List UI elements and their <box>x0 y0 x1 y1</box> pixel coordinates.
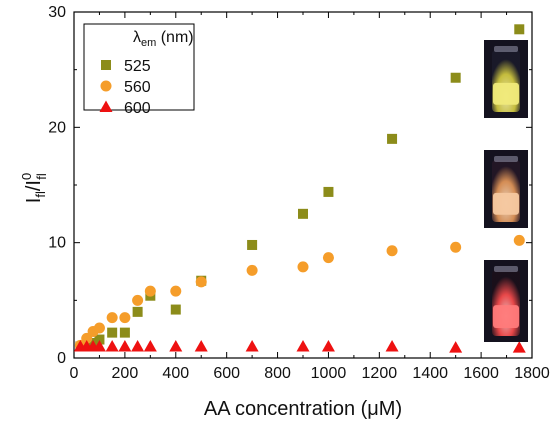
point-square <box>450 72 461 83</box>
point-square <box>387 133 398 144</box>
legend-label: 600 <box>124 100 151 117</box>
data-markers <box>73 24 526 353</box>
point-square <box>323 186 334 197</box>
point-triangle <box>118 339 132 352</box>
series-600 <box>73 339 526 353</box>
x-tick-label: 1800 <box>514 365 550 382</box>
point-square <box>132 306 143 317</box>
x-tick-label: 800 <box>264 365 291 382</box>
orange-vial-photo <box>484 150 528 228</box>
point-circle <box>93 322 105 334</box>
point-triangle <box>105 339 119 352</box>
point-square <box>119 327 130 338</box>
vial-liquid <box>493 305 519 329</box>
point-circle <box>144 285 156 297</box>
yellow-vial-photo <box>484 40 528 118</box>
x-tick-label: 200 <box>112 365 139 382</box>
point-triangle <box>512 341 526 353</box>
vial-rim <box>494 156 518 162</box>
y-tick-label: 30 <box>48 4 66 21</box>
point-square <box>247 239 258 250</box>
point-circle <box>170 285 182 297</box>
y-axis-title: Ifl/I0fl <box>19 173 49 203</box>
point-circle <box>119 312 131 324</box>
legend-label: 525 <box>124 58 151 75</box>
legend-marker-square <box>101 60 111 70</box>
red-vial-photo <box>484 260 528 342</box>
legend-marker-triangle <box>99 100 113 112</box>
legend: λem (nm) 525 560 600 <box>83 23 195 117</box>
point-circle <box>297 261 309 273</box>
point-circle <box>246 264 258 276</box>
y-tick-label: 0 <box>57 350 66 367</box>
point-square <box>170 304 181 315</box>
point-triangle <box>194 339 208 352</box>
point-triangle <box>131 339 145 352</box>
x-tick-label: 600 <box>213 365 240 382</box>
inset-photos <box>484 40 528 342</box>
point-square <box>514 24 525 35</box>
vial-liquid <box>493 82 519 105</box>
point-triangle <box>321 339 335 352</box>
point-square <box>298 208 308 219</box>
x-tick-label: 1200 <box>362 365 398 382</box>
legend-label: 560 <box>124 79 151 96</box>
point-triangle <box>245 339 259 352</box>
x-tick-label: 0 <box>70 365 79 382</box>
x-tick-label: 1600 <box>463 365 499 382</box>
point-circle <box>386 245 398 257</box>
vial-liquid <box>493 192 519 215</box>
legend-marker-circle <box>100 80 112 92</box>
point-triangle <box>143 339 157 352</box>
point-circle <box>81 332 93 344</box>
point-triangle <box>385 339 399 352</box>
point-square <box>107 327 118 338</box>
y-tick-label: 10 <box>48 235 66 252</box>
point-circle <box>195 276 207 288</box>
point-circle <box>132 294 144 306</box>
x-tick-label: 400 <box>162 365 189 382</box>
point-triangle <box>92 339 106 352</box>
point-circle <box>322 252 334 264</box>
point-triangle <box>296 339 310 352</box>
point-square <box>94 334 105 345</box>
vial-rim <box>494 266 518 272</box>
legend-entries: 525 560 600 <box>99 58 151 117</box>
series-560 <box>74 234 525 351</box>
point-circle <box>450 241 462 253</box>
point-circle <box>513 234 525 246</box>
point-triangle <box>449 341 463 353</box>
legend-title: λem (nm) <box>133 29 194 49</box>
vial-rim <box>494 46 518 52</box>
x-tick-label: 1000 <box>311 365 347 382</box>
x-tick-label: 1400 <box>412 365 448 382</box>
x-axis-title: AA concentration (μM) <box>204 398 402 420</box>
axis-ticks: 0 200 400 600 800 1000 1200 1400 1600 1800 0 10 20 30 <box>48 4 550 382</box>
point-triangle <box>169 339 183 352</box>
y-tick-label: 20 <box>48 119 66 136</box>
point-circle <box>106 312 118 324</box>
